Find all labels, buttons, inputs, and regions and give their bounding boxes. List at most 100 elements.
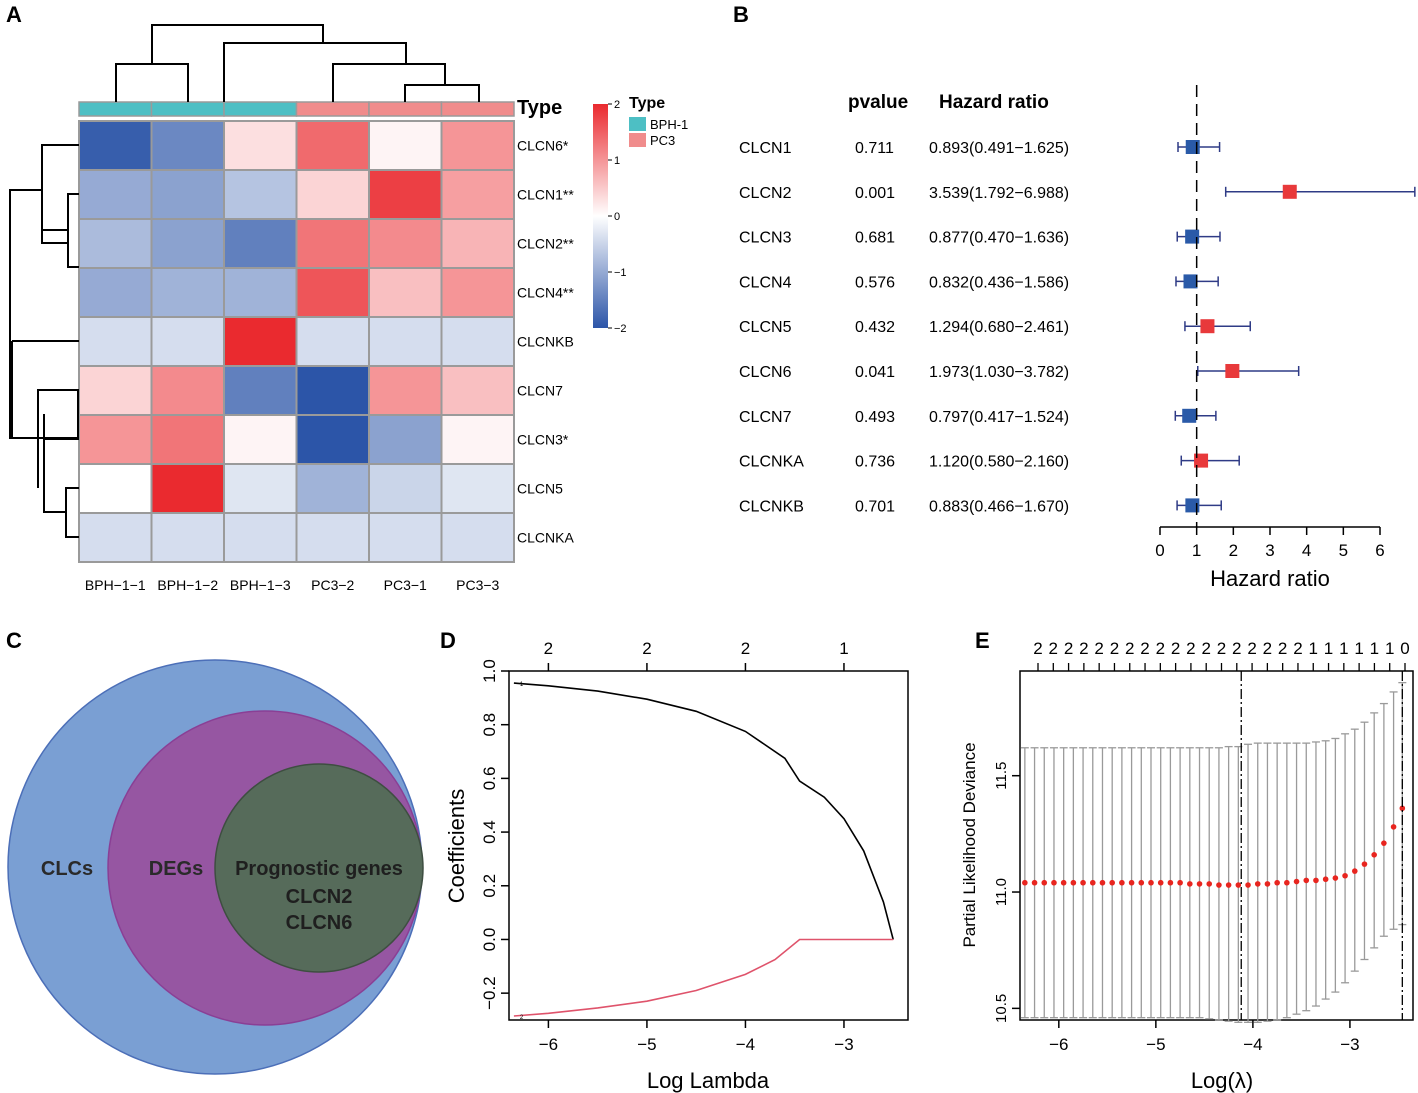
top-count-label: 2 [1263,639,1272,658]
deviance-point [1080,879,1086,886]
top-tick-label: 1 [839,639,848,658]
hr-marker [1225,364,1240,378]
x-tick-label: 6 [1375,541,1384,560]
deviance-point [1225,882,1232,888]
gene-label: CLCNKB [739,498,804,515]
hr-label: 0.832(0.436−1.586) [929,274,1069,291]
x-tick-label: 2 [1229,541,1238,560]
deviance-point [1332,875,1339,881]
pvalue-label: 0.493 [855,409,895,426]
x-tick-label: 3 [1265,541,1274,560]
deviance-point [1196,881,1203,887]
top-count-label: 2 [1278,639,1287,658]
deviance-point [1031,879,1038,886]
path-label: 1 [520,682,524,688]
deviance-point [1264,881,1271,887]
heatmap-cell [368,218,443,269]
column-header-pvalue: pvalue [848,92,908,113]
hr-label: 1.973(1.030−3.782) [929,364,1069,381]
deviance-point [1254,881,1261,887]
top-count-label: 1 [1354,639,1363,658]
top-count-label: 1 [1324,639,1333,658]
y-tick-label: 0.8 [480,713,499,737]
y-tick-label: 0.6 [480,767,499,791]
y-tick-label: 11.5 [993,762,1010,790]
heatmap-cell [150,463,225,514]
x-tick-label: −5 [637,1035,656,1054]
heatmap-cell [295,414,370,465]
colorbar [593,104,608,328]
deviance-point [1109,879,1115,886]
deviance-point [1167,879,1174,886]
row-label: CLCN6* [517,138,569,154]
heatmap-cell [440,463,515,514]
row-label: CLCN5 [517,481,563,497]
top-count-label: 1 [1370,639,1379,658]
heatmap-cell [440,365,515,416]
deviance-point [1293,878,1300,885]
x-tick-label: −4 [1243,1035,1262,1054]
column-label: PC3−1 [384,577,427,593]
y-tick-label: 0.2 [480,874,499,898]
colorbar-tick-label: 1 [614,155,620,167]
heatmap-cell [150,169,225,220]
x-tick-label: −6 [539,1035,558,1054]
top-count-label: 2 [1186,639,1195,658]
heatmap-cell [223,512,298,563]
deviance-point [1119,879,1125,886]
top-count-label: 2 [1171,639,1180,658]
legend-label: PC3 [650,133,675,148]
colorbar-tick-label: −2 [614,323,627,335]
deviance-point [1274,879,1280,886]
top-count-label: 2 [1079,639,1088,658]
column-header-hazard-ratio: Hazard ratio [939,92,1049,113]
deviance-point [1148,879,1154,886]
prognostic-gene-label: CLCN2 [286,886,353,908]
top-tick-label: 2 [642,639,651,658]
heatmap-panel: Type CLCN6* CLCN1** CLCN2** CLCN4** CLCNKB CLC… [9,24,688,593]
heatmap-cell [150,218,225,269]
deviance-point [1284,879,1290,886]
y-axis-title: Coefficients [444,789,469,904]
heatmap-cell [223,169,298,220]
annotation-cell [150,101,225,117]
heatmap-cell [368,267,443,318]
deviance-point [1322,876,1329,883]
heatmap-cell [440,218,515,269]
annotation-cell [78,101,153,117]
top-tick-label: 2 [741,639,750,658]
cross-validation-panel: −6 −5 −4 −310.511.011.52 2 2 2 2 2 2 2 2 2 2 2 2 2 2 2 2 2 1 1… [960,639,1414,1093]
deviance-point [1157,879,1164,886]
coefficient-path [513,938,894,1017]
heatmap-cell [295,267,370,318]
hr-marker [1185,229,1200,244]
pvalue-label: 0.701 [855,498,895,515]
hr-label: 0.797(0.417−1.524) [929,409,1069,426]
x-axis-title: Hazard ratio [1210,566,1330,591]
heatmap-cell [78,218,153,269]
heatmap-cell [368,365,443,416]
heatmap-cell [223,365,298,416]
heatmap-cell [440,120,515,171]
heatmap-cell [368,512,443,563]
x-tick-label: −3 [1340,1035,1359,1054]
heatmap-cell [223,120,298,171]
hr-marker [1282,184,1297,199]
top-count-label: 2 [1094,639,1103,658]
heatmap-cell [440,316,515,367]
deviance-point [1128,879,1135,886]
prognostic-gene-label: CLCN6 [286,912,353,934]
annotation-cell [223,101,298,117]
set-label-clcs: CLCs [41,858,93,880]
hr-marker [1200,319,1215,334]
hr-marker [1185,498,1200,513]
panel-label-e: E [975,628,990,653]
heatmap-cell [295,512,370,563]
heatmap-cell [150,414,225,465]
colorbar-tick-label: −1 [614,267,627,279]
panel-label-a: A [6,2,22,27]
gene-label: CLCN1 [739,140,792,157]
top-count-label: 2 [1156,639,1165,658]
deviance-point [1187,881,1193,887]
annotation-cell [295,101,370,117]
